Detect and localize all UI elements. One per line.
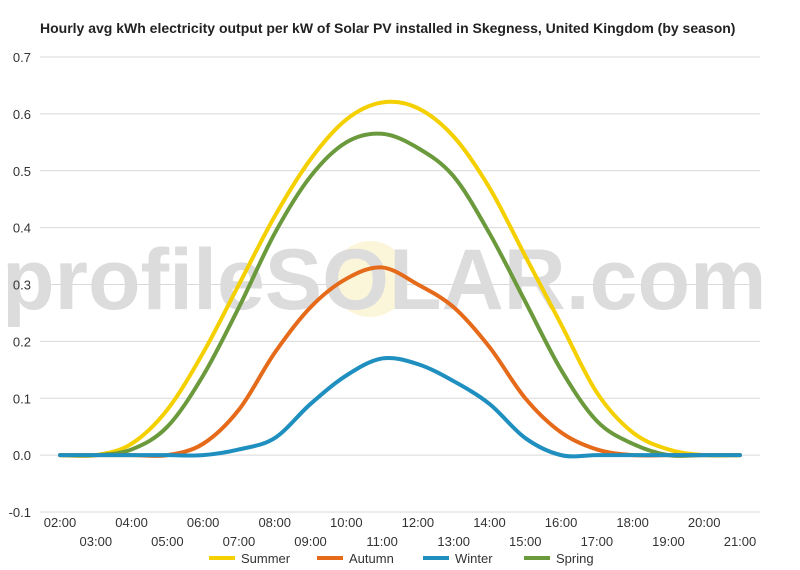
series-line-winter [58,355,742,459]
x-tick-label: 09:00 [294,534,327,549]
x-tick-label: 08:00 [258,515,291,530]
x-tick-label: 15:00 [509,534,542,549]
series-line-spring [58,131,742,458]
watermark: profileSOLAR.com [2,232,767,328]
x-tick-label: 13:00 [437,534,470,549]
chart-title: Hourly avg kWh electricity output per kW… [40,20,735,36]
y-tick-label: 0.0 [13,448,31,463]
series-lines [58,99,742,459]
y-tick-label: 0.2 [13,334,31,349]
y-axis-ticks: -0.1 0.0 0.1 0.2 0.3 0.4 0.5 0.6 0.7 [9,50,31,520]
x-axis-ticks: 02:0003:0004:0005:0006:0007:0008:0009:00… [44,515,757,549]
y-tick-label: 0.7 [13,50,31,65]
x-tick-label: 10:00 [330,515,363,530]
x-tick-label: 05:00 [151,534,184,549]
x-tick-label: 14:00 [473,515,506,530]
legend-label-winter: Winter [455,551,493,566]
y-tick-label: 0.5 [13,164,31,179]
x-tick-label: 19:00 [652,534,685,549]
y-tick-label: -0.1 [9,505,31,520]
x-tick-label: 21:00 [724,534,757,549]
series-line-summer [58,99,742,458]
x-tick-label: 07:00 [223,534,256,549]
watermark-sun-icon [332,241,408,317]
x-tick-label: 02:00 [44,515,77,530]
legend-label-spring: Spring [556,551,594,566]
legend-label-summer: Summer [241,551,291,566]
x-tick-label: 04:00 [115,515,148,530]
x-tick-label: 11:00 [366,534,398,549]
y-tick-label: 0.4 [13,221,31,236]
y-tick-label: 0.1 [13,391,31,406]
legend-label-autumn: Autumn [349,551,394,566]
x-tick-label: 03:00 [80,534,113,549]
x-tick-label: 20:00 [688,515,721,530]
x-tick-label: 16:00 [545,515,578,530]
x-tick-label: 12:00 [402,515,435,530]
x-tick-label: 06:00 [187,515,220,530]
watermark-text: profileSOLAR.com [2,232,767,328]
x-tick-label: 17:00 [581,534,614,549]
y-tick-label: 0.3 [13,278,31,293]
legend: Summer Autumn Winter Spring [209,551,594,566]
x-tick-label: 18:00 [616,515,649,530]
y-tick-label: 0.6 [13,107,31,122]
